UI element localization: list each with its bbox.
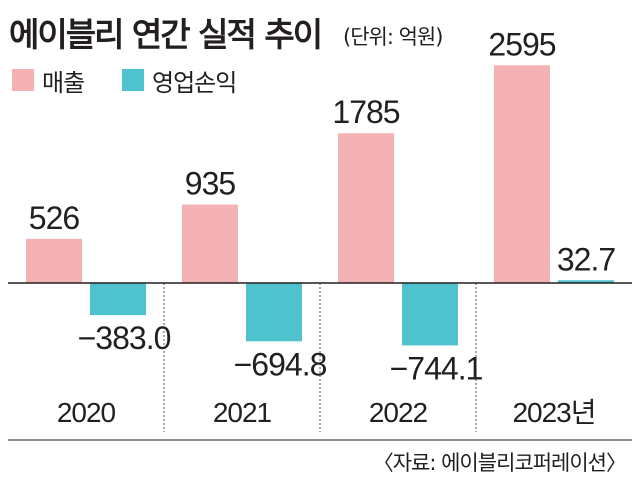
year-tick-label: 2021	[213, 397, 272, 428]
chart-title: 에이블리 연간 실적 추이	[9, 15, 323, 54]
operating-profit-value-label: −744.1	[390, 350, 483, 386]
revenue-value-label: 1785	[332, 94, 399, 130]
legend-label-revenue: 매출	[42, 68, 85, 97]
operating-profit-bar	[558, 280, 614, 283]
operating-profit-value-label: 32.7	[557, 241, 615, 277]
revenue-value-label: 2595	[488, 26, 555, 62]
revenue-bar	[182, 204, 238, 283]
legend-item-revenue: 매출	[12, 67, 85, 97]
year-tick-label: 2020	[57, 397, 116, 428]
revenue-bar	[494, 65, 550, 283]
legend-label-operating-profit: 영업손익	[152, 68, 237, 97]
operating-profit-bar	[90, 283, 146, 316]
legend-swatch-revenue	[12, 69, 34, 91]
operating-profit-value-label: −383.0	[78, 320, 171, 356]
legend-swatch-operating-profit	[122, 69, 144, 91]
year-tick-label: 2023년	[512, 397, 595, 428]
revenue-value-label: 526	[29, 200, 80, 236]
operating-profit-bar	[402, 283, 458, 346]
operating-profit-bar	[246, 283, 302, 342]
revenue-bar	[26, 238, 82, 283]
revenue-value-label: 935	[185, 166, 236, 202]
revenue-bar	[338, 133, 394, 283]
source-note: 〈자료: 에이블리코퍼레이션〉	[372, 451, 627, 475]
year-tick-label: 2022	[369, 397, 428, 428]
unit-note: (단위: 억원)	[343, 25, 443, 49]
operating-profit-value-label: −694.8	[234, 346, 327, 382]
legend-item-operating-profit: 영업손익	[122, 67, 237, 97]
